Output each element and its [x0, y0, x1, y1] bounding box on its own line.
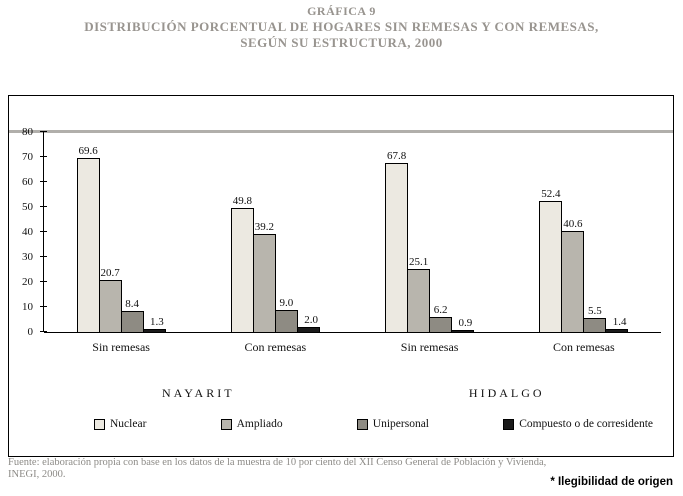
bar-compuesto-o-de-corresidente: 0.9 [451, 317, 475, 332]
y-tick-label: 20 [22, 276, 33, 288]
group-labels-row: Sin remesas Con remesas Sin remesas Con rem… [44, 340, 661, 355]
legend-label: Nuclear [110, 418, 147, 430]
chart-title-line1: GRÁFICA 9 [307, 4, 376, 18]
group-label: Con remesas [553, 340, 615, 354]
y-tick-mark [40, 206, 47, 207]
legend-item-nuclear: Nuclear [94, 418, 146, 430]
y-axis: 0 10 20 30 40 50 60 70 80 [9, 126, 47, 338]
y-tick-label: 0 [27, 326, 34, 338]
bar-value-label: 39.2 [254, 221, 274, 233]
legend-swatch-icon [220, 418, 232, 430]
legend-label: Compuesto o de corresidente [519, 418, 653, 430]
legend-swatch-icon [503, 418, 515, 430]
bar-unipersonal: 6.2 [429, 304, 453, 332]
y-tick-mark [40, 331, 47, 332]
y-tick-mark [40, 256, 47, 257]
y-tick-label: 70 [22, 151, 33, 163]
legend: Nuclear Ampliado Unipersonal Compuesto o de… [94, 418, 653, 430]
chart-title: GRÁFICA 9 DISTRIBUCIÓN PORCENTUAL DE HOG… [0, 4, 683, 51]
bar-compuesto-o-de-corresidente: 1.4 [605, 316, 629, 332]
bar-group: 49.8 39.2 9.0 2.0 [198, 132, 352, 332]
bar-value-label: 25.1 [409, 256, 429, 269]
state-row: NAYARIT HIDALGO [44, 386, 661, 401]
bar-value-label: 67.8 [387, 149, 407, 162]
bar-value-label: 6.2 [433, 303, 448, 316]
bar-value-label: 52.4 [541, 188, 561, 200]
bar-nuclear: 49.8 [230, 195, 254, 332]
y-tick-label: 10 [22, 301, 33, 313]
y-tick-mark [40, 281, 47, 282]
y-tick-label: 30 [22, 251, 33, 263]
chart-title-line2: DISTRIBUCIÓN PORCENTUAL DE HOGARES SIN R… [84, 19, 599, 34]
bar-group: 52.4 40.6 5.5 1.4 [507, 132, 661, 332]
group-label: Sin remesas [400, 340, 459, 354]
legend-item-unipersonal: Unipersonal [356, 418, 429, 430]
source-line1: Fuente: elaboración propia con base en l… [8, 457, 547, 468]
y-tick-mark [40, 131, 47, 132]
bar-group: 67.8 25.1 6.2 0.9 [353, 132, 507, 332]
plot-area: 69.6 20.7 8.4 1.3 49.8 39.2 9.0 2.0 67.8 25.1 6.2 0… [44, 132, 661, 333]
gridline-80 [9, 130, 673, 133]
y-tick-mark [40, 306, 47, 307]
bar-value-label: 40.6 [563, 217, 583, 230]
bar-unipersonal: 8.4 [120, 298, 144, 332]
legend-swatch-icon [356, 418, 368, 430]
state-label-nayarit: NAYARIT [161, 386, 235, 400]
bar-ampliado: 20.7 [98, 267, 122, 332]
y-tick-label: 60 [22, 176, 33, 188]
legend-label: Unipersonal [372, 418, 429, 430]
y-tick-label: 80 [22, 126, 33, 138]
plot-wrap: 0 10 20 30 40 50 60 70 80 69.6 20.7 8.4 1.3 49.8 39.2… [9, 126, 673, 338]
origin-note: * Ilegibilidad de origen [550, 476, 673, 488]
bar-ampliado: 25.1 [407, 256, 431, 332]
bar-ampliado: 39.2 [252, 221, 276, 332]
y-tick-mark [40, 181, 47, 182]
state-label-hidalgo: HIDALGO [468, 386, 545, 400]
bar-value-label: 2.0 [304, 314, 318, 326]
source-line2: INEGI, 2000. [8, 469, 66, 480]
bar-value-label: 0.9 [458, 316, 473, 329]
group-label: Sin remesas [92, 340, 150, 354]
bar-nuclear: 52.4 [539, 188, 563, 332]
bar-value-label: 1.3 [150, 315, 164, 328]
bar-compuesto-o-de-corresidente: 2.0 [296, 314, 320, 332]
y-tick-mark [40, 156, 47, 157]
bar-value-label: 49.8 [232, 194, 252, 207]
legend-label: Ampliado [236, 418, 283, 430]
bar-unipersonal: 9.0 [274, 297, 298, 332]
chart-frame: 0 10 20 30 40 50 60 70 80 69.6 20.7 8.4 1.3 49.8 39.2… [8, 95, 674, 457]
bar-ampliado: 40.6 [561, 218, 585, 332]
bar-value-label: 69.6 [78, 145, 98, 157]
y-tick-label: 50 [22, 201, 33, 213]
bar-value-label: 9.0 [279, 296, 294, 309]
chart-title-line3: SEGÚN SU ESTRUCTURA, 2000 [240, 35, 443, 50]
bar-group: 69.6 20.7 8.4 1.3 [44, 132, 198, 332]
bar-nuclear: 69.6 [76, 145, 100, 332]
legend-swatch-icon [94, 418, 105, 430]
source-note: Fuente: elaboración propia con base en l… [8, 457, 568, 481]
bar-nuclear: 67.8 [385, 150, 409, 332]
bar-unipersonal: 5.5 [583, 305, 607, 332]
group-label: Con remesas [244, 340, 307, 354]
y-tick-label: 40 [22, 226, 33, 238]
bar-value-label: 8.4 [125, 298, 139, 310]
bar-value-label: 20.7 [100, 267, 120, 280]
bar-value-label: 1.4 [612, 315, 627, 328]
bar-compuesto-o-de-corresidente: 1.3 [142, 316, 166, 332]
y-tick-mark [40, 231, 47, 232]
legend-item-compuesto-o-de-corresidente: Compuesto o de corresidente [503, 418, 653, 430]
legend-item-ampliado: Ampliado [220, 418, 283, 430]
bar-value-label: 5.5 [588, 305, 602, 318]
